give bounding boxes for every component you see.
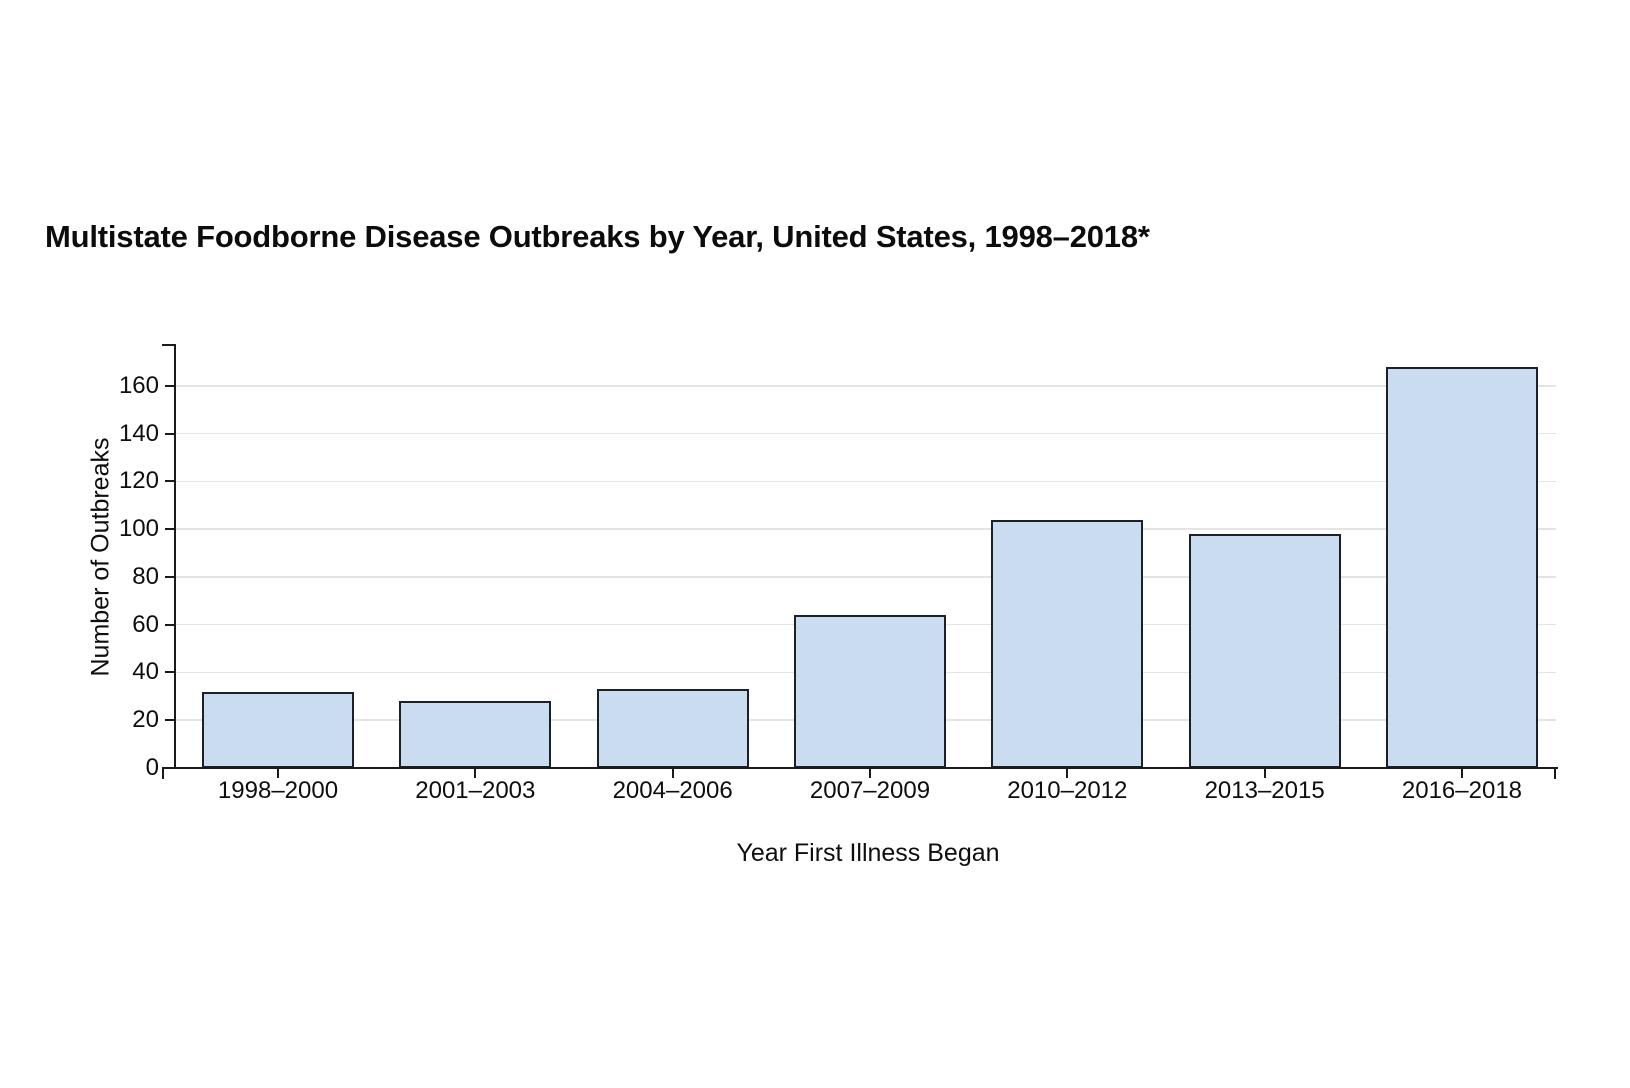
y-tick-label-0: 0: [145, 754, 159, 781]
y-tick-label-20: 20: [132, 706, 159, 734]
x-tick-label-7: 2016–2018: [1401, 777, 1523, 804]
y-tick-100: [165, 528, 175, 531]
x-tick-4: [868, 769, 871, 778]
y-tick-label-40: 40: [132, 658, 159, 686]
x-tick-label-4: 2007–2009: [809, 777, 931, 804]
x-tick-label-5: 2010–2012: [1007, 777, 1128, 804]
x-tick-label-6: 2013–2015: [1204, 777, 1325, 804]
y-tick-80: [165, 575, 175, 578]
y-tick-label-100: 100: [118, 515, 159, 543]
y-tick-40: [165, 671, 175, 674]
x-tick-label-2: 2001–2003: [415, 777, 536, 804]
y-tick-label-160: 160: [118, 371, 159, 399]
x-axis-line: [162, 767, 1558, 769]
x-axis-outer-tick-left: [162, 769, 164, 779]
x-tick-7: [1460, 769, 1463, 778]
y-tick-120: [165, 480, 175, 483]
x-tick-label-3: 2004–2006: [612, 777, 733, 804]
gridline-140: [176, 432, 1556, 435]
bar-2004-2006: [596, 689, 749, 768]
y-tick-20: [165, 719, 175, 722]
bar-2007-2009: [793, 615, 946, 768]
y-tick-label-120: 120: [118, 467, 159, 495]
y-tick-label-140: 140: [118, 419, 159, 447]
gridline-80: [176, 576, 1556, 578]
y-tick-140: [165, 432, 175, 435]
x-tick-6: [1263, 769, 1266, 778]
y-tick-label-60: 60: [132, 610, 159, 638]
gridline-100: [176, 528, 1556, 530]
chart-title: Multistate Foodborne Disease Outbreaks b…: [45, 219, 1150, 254]
y-tick-160: [165, 384, 175, 387]
x-axis-outer-tick-right: [1554, 769, 1556, 779]
bar-2013-2015: [1188, 533, 1341, 768]
bar-1998-2000: [202, 691, 354, 768]
y-axis-end-cap: [162, 344, 176, 346]
x-tick-label-1: 1998–2000: [217, 777, 339, 804]
y-tick-label-80: 80: [132, 562, 159, 590]
y-axis-line: [174, 344, 176, 769]
bar-2001-2003: [399, 701, 552, 768]
gridline-160: [176, 385, 1556, 387]
x-tick-5: [1066, 769, 1069, 778]
x-tick-3: [671, 769, 674, 778]
x-tick-1: [277, 769, 279, 778]
x-axis-title: Year First Illness Began: [736, 839, 1000, 867]
bar-2010-2012: [991, 519, 1144, 768]
x-tick-2: [474, 769, 477, 778]
bar-2016-2018: [1385, 366, 1538, 768]
gridline-120: [176, 480, 1556, 483]
y-tick-60: [165, 623, 175, 626]
